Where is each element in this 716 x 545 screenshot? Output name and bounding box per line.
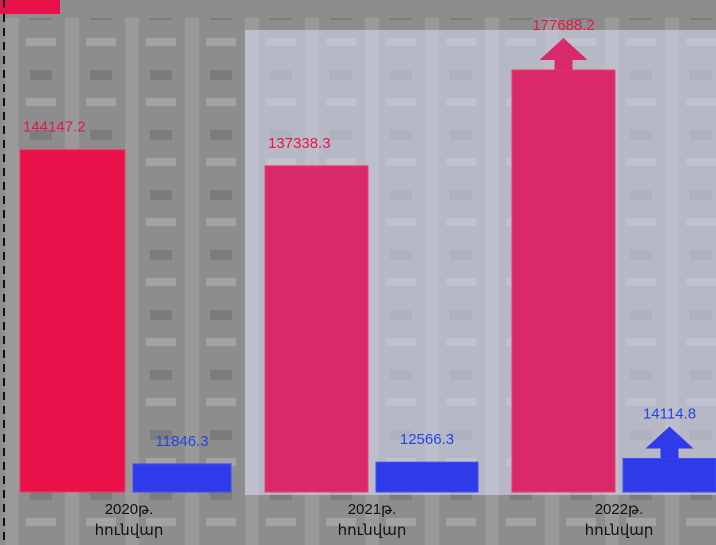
bar xyxy=(622,457,716,493)
bar xyxy=(19,149,126,493)
value-label: 144147.2 xyxy=(23,119,86,136)
up-arrow xyxy=(645,426,694,459)
value-label: 137338.3 xyxy=(268,135,331,152)
value-label: 11846.3 xyxy=(155,433,208,450)
x-tick-label: հունվար xyxy=(95,522,164,539)
legend-swatch xyxy=(0,0,60,14)
value-label: 14114.8 xyxy=(643,405,696,422)
x-tick-label: 2020թ. xyxy=(105,501,154,518)
up-arrow xyxy=(539,38,588,70)
x-tick-label: հունվար xyxy=(585,522,654,539)
bar xyxy=(375,461,479,493)
bar xyxy=(264,165,369,493)
value-label: 177688.2 xyxy=(532,17,595,34)
x-tick-label: հունվար xyxy=(338,522,407,539)
value-label: 12566.3 xyxy=(400,431,454,448)
bar xyxy=(511,69,616,493)
x-tick-label: 2021թ. xyxy=(348,501,397,518)
x-tick-label: 2022թ. xyxy=(595,501,644,518)
top-band xyxy=(0,0,716,18)
bar xyxy=(132,463,232,493)
